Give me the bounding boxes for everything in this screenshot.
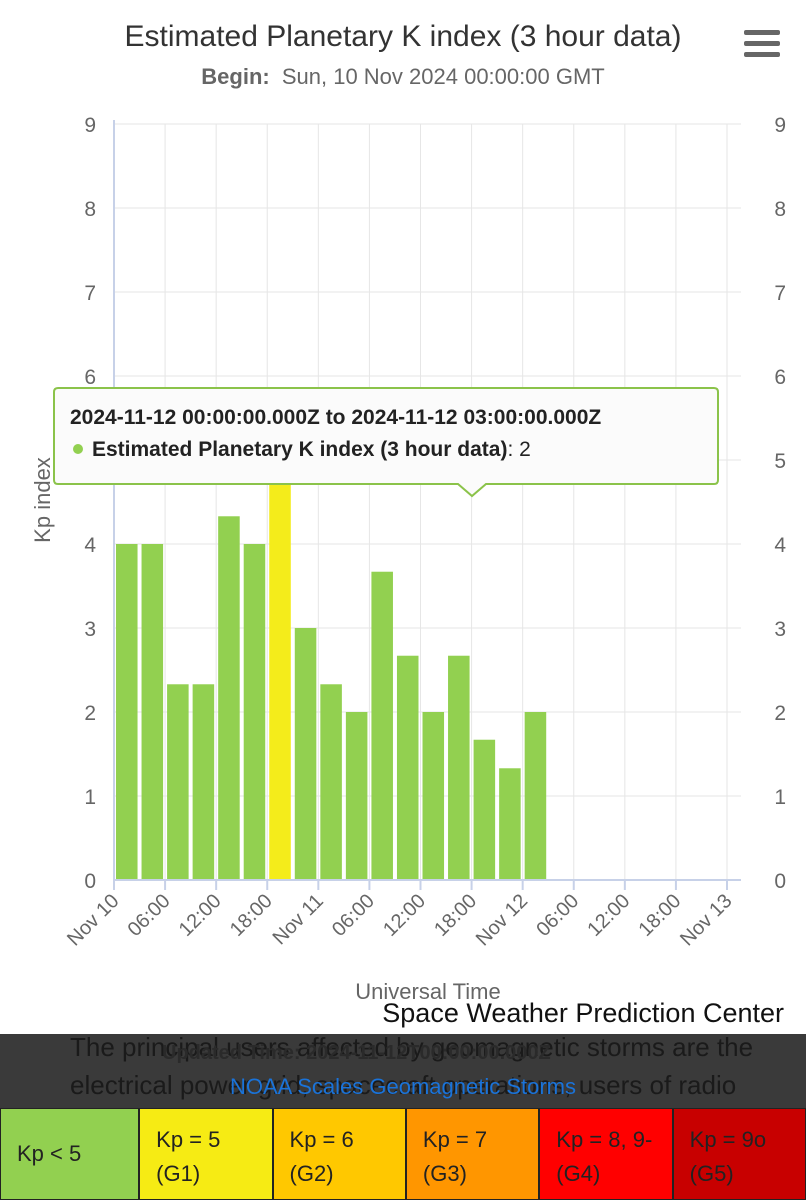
axes [113,120,741,890]
legend-label: Kp = 7 [422,1127,488,1152]
bars [116,432,547,880]
y-tick-label-left: 9 [84,114,96,137]
y-tick-label-left: 6 [84,366,96,389]
storm-scale-legend: Kp < 5 Kp = 5 (G1) Kp = 6 (G2) Kp = 7 (G… [0,1108,806,1200]
y-tick-label-right: 6 [774,366,786,389]
y-tick-label-right: 7 [774,282,786,305]
chart-subtitle: Begin: Sun, 10 Nov 2024 00:00:00 GMT [201,64,604,89]
legend-g1: Kp = 5 (G1) [139,1108,273,1200]
chart-title: Estimated Planetary K index (3 hour data… [125,20,682,53]
y-tick-label-left: 0 [84,870,96,893]
x-axis-title: Universal Time [355,979,500,1004]
y-tick-label-right: 5 [774,450,786,473]
subtitle-value: Sun, 10 Nov 2024 00:00:00 GMT [282,64,605,89]
legend-label: Kp = 6 [289,1127,354,1152]
updated-time: Updated Time: 2024-11-12T00:00:00.000Z [162,1042,551,1064]
x-tick-label: 06:00 [532,890,583,941]
footer-panel: The principal users affected by geomagne… [0,1034,806,1200]
kp-bar[interactable] [345,712,368,880]
y-tick-label-right: 4 [774,534,786,557]
kp-bar[interactable] [422,712,445,880]
kp-bar[interactable] [499,768,521,880]
x-tick-label: Nov 11 [269,890,328,949]
x-tick-label: 12:00 [583,890,634,941]
tooltip: 2024-11-12 00:00:00.000Z to 2024-11-12 0… [53,387,719,498]
hamburger-menu-icon[interactable] [744,30,780,60]
kp-bar[interactable] [116,544,138,880]
legend-sub: (G5) [689,1161,734,1186]
legend-sub: (G1) [156,1161,201,1186]
noaa-scales-link[interactable]: NOAA Scales Geomagnetic Storms [229,1074,577,1099]
y-tick-label-left: 4 [84,534,96,557]
x-tick-label: 06:00 [124,890,175,941]
y-axis-right-ticks: 0 1 2 3 4 5 6 7 8 9 [774,114,786,893]
kp-bar[interactable] [269,432,291,880]
y-tick-label-left: 3 [84,618,96,641]
y-tick-label-left: 2 [84,702,96,725]
kp-bar[interactable] [243,544,266,880]
tooltip-value: 2 [519,438,531,461]
x-tick-label: 12:00 [175,890,226,941]
kp-bar[interactable] [294,628,317,880]
y-tick-label-right: 8 [774,198,786,221]
x-tick-label: Nov 13 [676,890,736,950]
kp-bar[interactable] [141,544,164,880]
kp-bar[interactable] [396,655,419,880]
kp-bar[interactable] [192,684,215,880]
tooltip-series-name: Estimated Planetary K index (3 hour data… [92,438,507,461]
kp-bar[interactable] [218,516,240,880]
legend-kp-below-5: Kp < 5 [0,1108,140,1200]
y-tick-label-left: 7 [84,282,96,305]
legend-g2: Kp = 6 (G2) [272,1108,406,1200]
x-tick-label: 12:00 [379,890,430,941]
tooltip-series-line: Estimated Planetary K index (3 hour data… [92,438,531,461]
legend-sub: (G2) [289,1161,334,1186]
y-axis-title: Kp index [30,457,55,543]
legend-sub: (G4) [556,1161,601,1186]
y-tick-label-right: 2 [774,702,786,725]
legend-sub: (G3) [422,1161,467,1186]
legend-label: Kp < 5 [17,1141,82,1166]
y-tick-label-right: 9 [774,114,786,137]
subtitle-label: Begin: [201,64,269,89]
kp-bar[interactable] [473,739,496,880]
legend-label: Kp = 8, 9- [556,1127,653,1152]
legend-label: Kp = 9o [689,1127,767,1152]
tooltip-box [53,387,719,498]
kp-bar[interactable] [524,712,547,880]
x-tick-label: Nov 12 [472,890,532,950]
y-tick-label-left: 8 [84,198,96,221]
y-tick-label-left: 1 [84,786,96,809]
legend-g4: Kp = 8, 9- (G4) [539,1108,673,1200]
tooltip-series-dot [73,444,83,454]
legend-g5: Kp = 9o (G5) [672,1108,806,1200]
legend-g3: Kp = 7 (G3) [405,1108,540,1200]
legend-label: Kp = 5 [156,1127,221,1152]
y-tick-label-right: 0 [774,870,786,893]
kp-bar[interactable] [167,684,189,880]
kp-bar[interactable] [448,655,470,880]
y-tick-label-right: 1 [774,786,786,809]
x-tick-label: Nov 10 [63,890,123,950]
y-tick-label-right: 3 [774,618,786,641]
kp-bar[interactable] [320,684,342,880]
tooltip-header: 2024-11-12 00:00:00.000Z to 2024-11-12 0… [70,406,601,429]
kp-bar[interactable] [371,571,393,880]
x-tick-label: 06:00 [328,890,379,941]
credit-text: Space Weather Prediction Center [382,998,784,1028]
